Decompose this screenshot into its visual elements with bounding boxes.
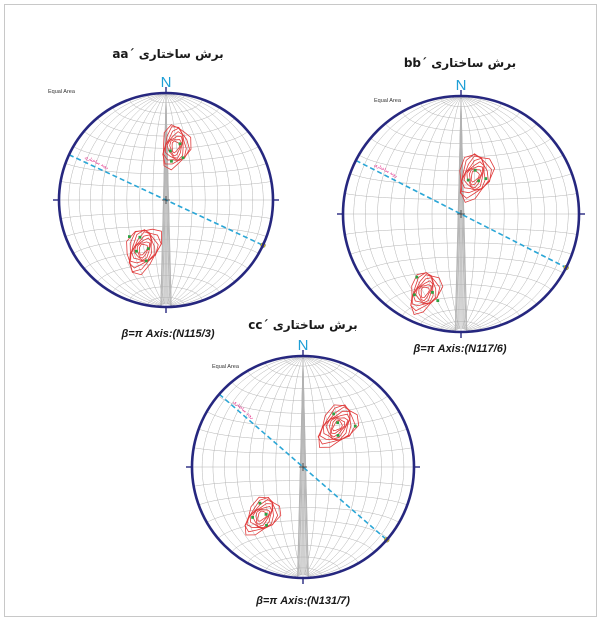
- pole-point: [466, 178, 470, 182]
- pole-point: [336, 421, 340, 425]
- contour-ring: [463, 161, 485, 191]
- pole-point: [436, 299, 440, 303]
- contour-ring: [317, 404, 356, 445]
- contour-ring: [139, 243, 149, 256]
- pole-point: [265, 523, 268, 527]
- primitive-circle: [57, 91, 275, 309]
- pole-point: [477, 179, 481, 183]
- figure-frame: [4, 4, 597, 617]
- contour-ring: [410, 272, 444, 315]
- pole-point: [415, 275, 419, 279]
- equal-area-net-grid: [192, 356, 414, 578]
- equal-area-label: Equal Area: [48, 89, 76, 95]
- primitive-circle: [341, 94, 581, 334]
- contour-ring: [169, 139, 183, 157]
- beta-axis-label-aa: β=π Axis:(N115/3): [120, 328, 214, 340]
- equal-area-label: Equal Area: [212, 364, 240, 370]
- pole-points: [251, 412, 357, 527]
- contour-ring: [131, 234, 152, 262]
- beta-axis-label-bb: β=π Axis:(N117/6): [412, 343, 506, 355]
- pole-density-contours: [410, 153, 496, 315]
- contour-ring: [459, 154, 496, 203]
- primitive-circle: [190, 354, 416, 580]
- pole-density-contours: [244, 404, 360, 536]
- north-label: N: [298, 337, 309, 354]
- equal-area-label: Equal Area: [374, 98, 402, 104]
- beta-axis-trend-line: [355, 159, 567, 269]
- contour-ring: [126, 228, 163, 276]
- pole-point: [135, 249, 138, 253]
- trend-label: روند ساختاری: [373, 163, 398, 179]
- contour-ring: [330, 418, 346, 435]
- contour-ring: [325, 413, 351, 440]
- contour-ring: [244, 496, 282, 536]
- pole-point: [181, 156, 185, 160]
- north-label: N: [161, 74, 172, 91]
- contour-ring: [420, 286, 430, 299]
- contour-ring: [418, 284, 432, 302]
- pole-point: [168, 149, 172, 153]
- pole-point: [178, 142, 182, 146]
- pole-point: [251, 515, 255, 519]
- pole-point: [332, 412, 336, 416]
- contour-ring: [318, 404, 360, 448]
- contour-ring: [255, 509, 271, 525]
- stereonet-bb: برش ساختاری ´bb N Equal Area روند ساختاری β=…: [337, 56, 585, 355]
- contour-ring: [249, 503, 273, 529]
- pole-point: [138, 235, 142, 239]
- contour-ring: [166, 135, 184, 159]
- net-title-aa: برش ساختاری ´aa: [112, 47, 223, 61]
- contour-ring: [128, 229, 162, 273]
- pole-point: [473, 168, 477, 172]
- contour-ring: [244, 496, 279, 533]
- pole-point: [128, 235, 131, 238]
- net-title-cc: برش ساختاری ´cc: [248, 318, 357, 332]
- pole-density-contours: [126, 124, 192, 276]
- pole-point: [484, 177, 488, 181]
- pole-points: [412, 168, 488, 303]
- pole-point: [264, 512, 268, 516]
- net-title-bb: برش ساختاری ´bb: [404, 56, 516, 70]
- pole-point: [336, 434, 340, 437]
- pole-point: [431, 291, 434, 294]
- contour-ring: [459, 153, 492, 199]
- contour-ring: [329, 417, 349, 438]
- contour-ring: [133, 237, 152, 261]
- pole-point: [353, 424, 357, 428]
- contour-ring: [162, 126, 190, 165]
- contour-ring: [415, 280, 434, 304]
- contour-ring: [171, 140, 181, 154]
- contour-ring: [410, 271, 441, 312]
- pole-point: [146, 247, 150, 251]
- contour-ring: [257, 510, 268, 522]
- contour-ring: [128, 229, 159, 269]
- pole-points: [128, 142, 185, 263]
- pole-point: [144, 259, 148, 263]
- pole-point: [258, 501, 262, 505]
- contour-ring: [332, 420, 343, 432]
- pole-point: [170, 159, 173, 163]
- pole-point: [412, 293, 416, 297]
- beta-axis-trend-line: [218, 393, 388, 541]
- contour-ring: [165, 131, 184, 161]
- beta-axis-label-cc: β=π Axis:(N131/7): [255, 595, 350, 607]
- north-label: N: [456, 77, 467, 94]
